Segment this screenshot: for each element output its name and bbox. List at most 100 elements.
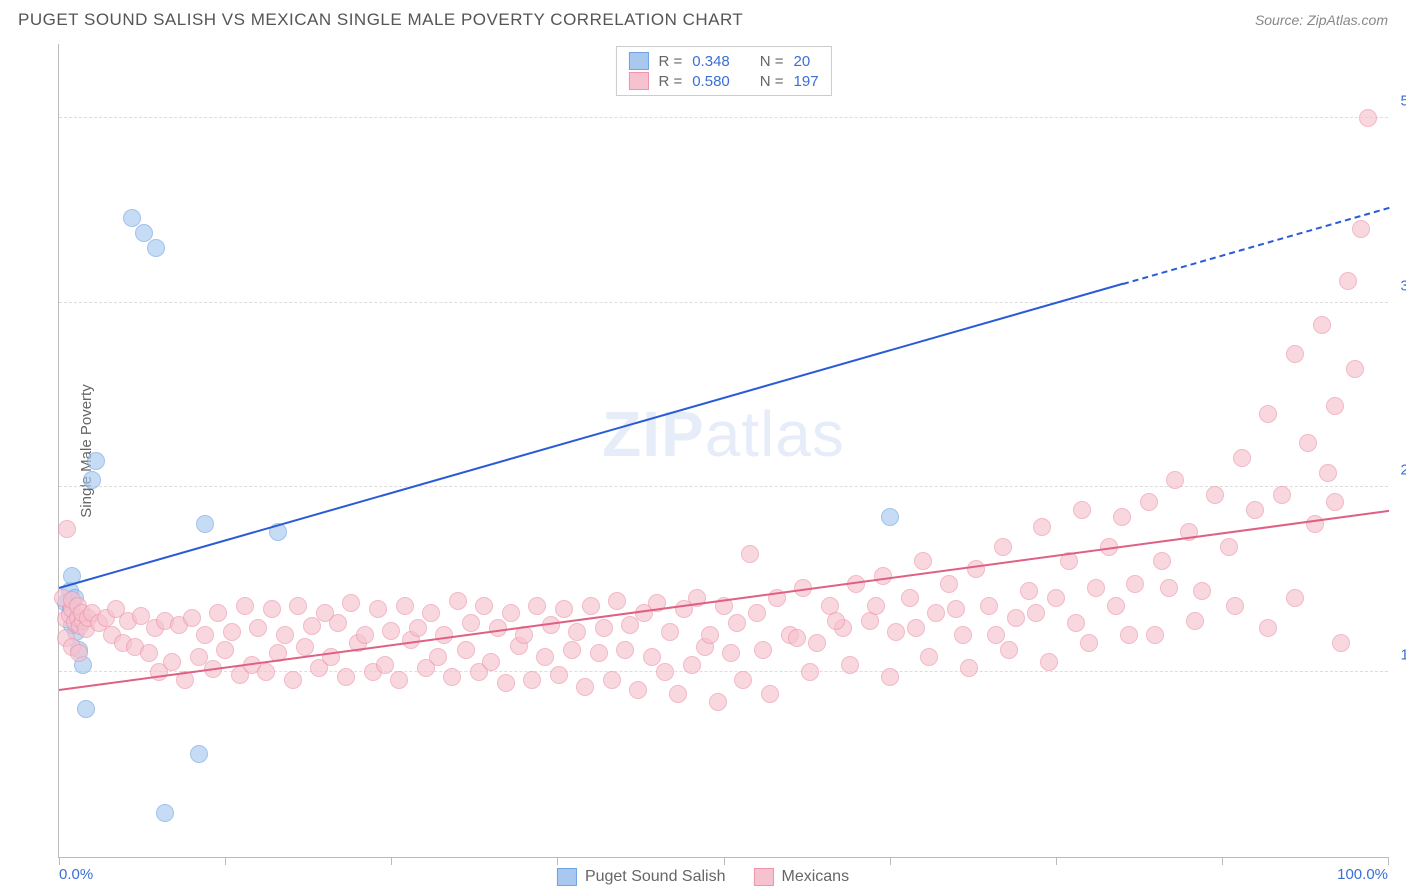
data-point — [1326, 493, 1344, 511]
data-point — [590, 644, 608, 662]
legend-n-value: 197 — [794, 73, 819, 90]
data-point — [70, 644, 88, 662]
data-point — [409, 619, 427, 637]
data-point — [1299, 434, 1317, 452]
legend-swatch — [628, 72, 648, 90]
data-point — [940, 575, 958, 593]
legend-r-label: R = — [658, 73, 682, 90]
y-tick-label: 25.0% — [1400, 462, 1406, 479]
x-tick — [225, 857, 226, 865]
data-point — [163, 653, 181, 671]
data-point — [1113, 508, 1131, 526]
data-point — [1352, 220, 1370, 238]
data-point — [216, 641, 234, 659]
data-point — [734, 671, 752, 689]
data-point — [563, 641, 581, 659]
data-point — [608, 592, 626, 610]
data-point — [236, 597, 254, 615]
data-point — [1153, 552, 1171, 570]
data-point — [980, 597, 998, 615]
data-point — [482, 653, 500, 671]
legend-r-value: 0.348 — [692, 53, 730, 70]
data-point — [1206, 486, 1224, 504]
data-point — [223, 623, 241, 641]
data-point — [263, 600, 281, 618]
data-point — [329, 614, 347, 632]
trend-line — [59, 283, 1124, 589]
data-point — [907, 619, 925, 637]
data-point — [475, 597, 493, 615]
data-point — [58, 520, 76, 538]
data-point — [1226, 597, 1244, 615]
legend-row: R =0.348N =20 — [628, 51, 818, 71]
data-point — [1146, 626, 1164, 644]
data-point — [209, 604, 227, 622]
data-point — [808, 634, 826, 652]
data-point — [1259, 405, 1277, 423]
x-axis-label: 0.0% — [59, 866, 93, 883]
data-point — [462, 614, 480, 632]
data-point — [1067, 614, 1085, 632]
chart-area: Single Male Poverty ZIPatlas R =0.348N =… — [18, 44, 1388, 858]
data-point — [429, 648, 447, 666]
legend-n-label: N = — [760, 73, 784, 90]
data-point — [497, 674, 515, 692]
y-tick-label: 37.5% — [1400, 277, 1406, 294]
data-point — [701, 626, 719, 644]
series-legend: Puget Sound SalishMexicans — [557, 868, 849, 886]
data-point — [629, 681, 647, 699]
data-point — [1040, 653, 1058, 671]
data-point — [369, 600, 387, 618]
source-attribution: Source: ZipAtlas.com — [1255, 12, 1388, 28]
legend-swatch — [557, 868, 577, 886]
chart-title: PUGET SOUND SALISH VS MEXICAN SINGLE MAL… — [18, 10, 743, 30]
data-point — [87, 452, 105, 470]
data-point — [1259, 619, 1277, 637]
data-point — [927, 604, 945, 622]
data-point — [1233, 449, 1251, 467]
legend-item: Mexicans — [753, 868, 849, 886]
data-point — [1193, 582, 1211, 600]
data-point — [1186, 612, 1204, 630]
data-point — [528, 597, 546, 615]
x-tick — [391, 857, 392, 865]
data-point — [523, 671, 541, 689]
data-point — [1166, 471, 1184, 489]
data-point — [568, 623, 586, 641]
legend-n-value: 20 — [794, 53, 811, 70]
data-point — [656, 663, 674, 681]
data-point — [1326, 397, 1344, 415]
data-point — [987, 626, 1005, 644]
data-point — [502, 604, 520, 622]
data-point — [257, 663, 275, 681]
data-point — [887, 623, 905, 641]
data-point — [947, 600, 965, 618]
data-point — [920, 648, 938, 666]
x-tick — [557, 857, 558, 865]
data-point — [1087, 579, 1105, 597]
data-point — [754, 641, 772, 659]
data-point — [881, 508, 899, 526]
data-point — [728, 614, 746, 632]
data-point — [582, 597, 600, 615]
x-tick — [59, 857, 60, 865]
y-tick-label: 50.0% — [1400, 92, 1406, 109]
data-point — [390, 671, 408, 689]
legend-r-value: 0.580 — [692, 73, 730, 90]
x-tick — [1056, 857, 1057, 865]
data-point — [603, 671, 621, 689]
correlation-legend: R =0.348N =20R =0.580N =197 — [615, 46, 831, 96]
data-point — [1027, 604, 1045, 622]
data-point — [954, 626, 972, 644]
data-point — [960, 659, 978, 677]
data-point — [1359, 109, 1377, 127]
gridline — [59, 486, 1388, 487]
data-point — [1339, 272, 1357, 290]
data-point — [827, 612, 845, 630]
data-point — [1073, 501, 1091, 519]
legend-swatch — [753, 868, 773, 886]
legend-n-label: N = — [760, 53, 784, 70]
data-point — [1140, 493, 1158, 511]
data-point — [661, 623, 679, 641]
x-tick — [890, 857, 891, 865]
